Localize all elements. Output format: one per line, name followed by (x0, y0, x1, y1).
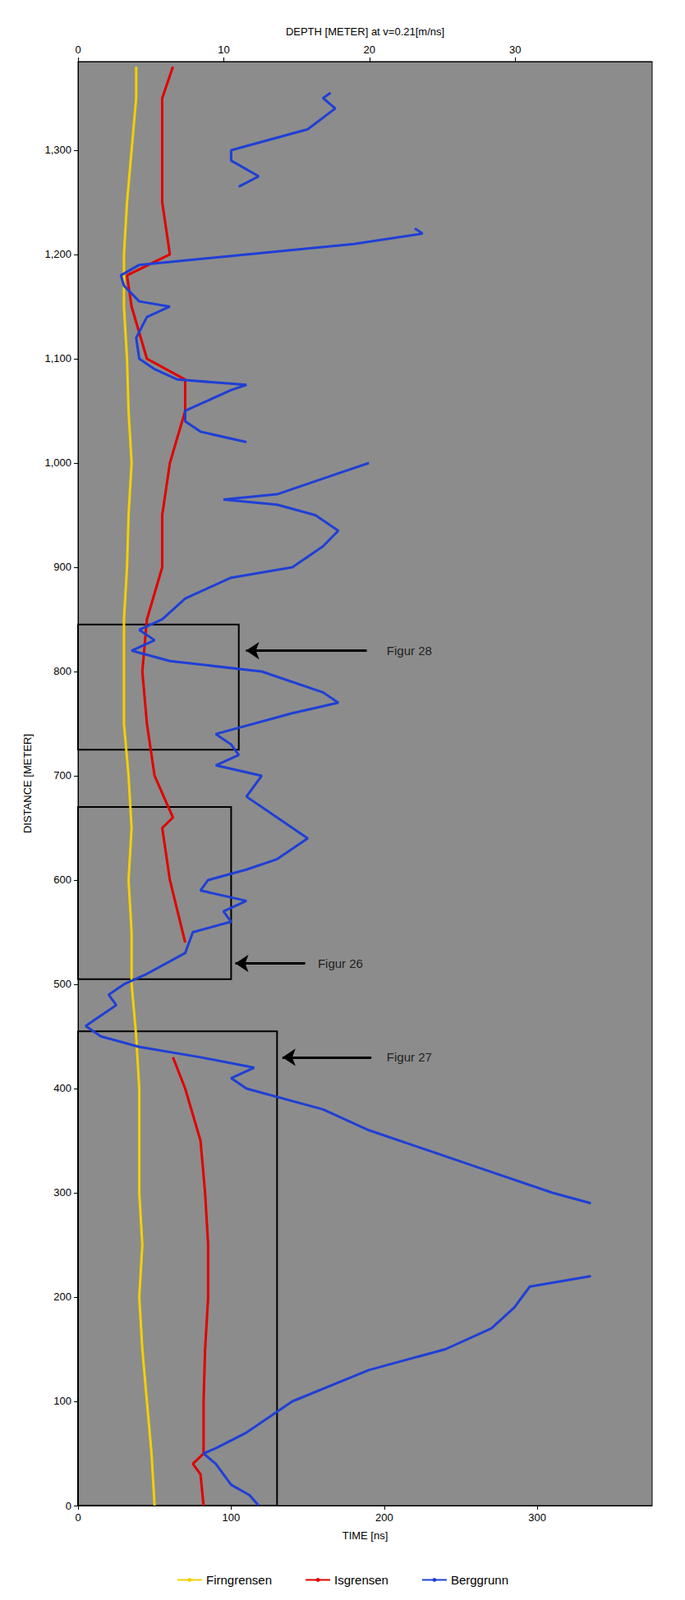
svg-text:0: 0 (65, 1500, 72, 1513)
svg-text:TIME [ns]: TIME [ns] (342, 1530, 389, 1543)
svg-text:10: 10 (217, 43, 230, 56)
svg-text:20: 20 (363, 43, 376, 56)
svg-text:600: 600 (53, 873, 72, 887)
svg-text:100: 100 (53, 1395, 72, 1408)
svg-text:DISTANCE [METER]: DISTANCE [METER] (21, 734, 34, 834)
svg-text:Isgrensen: Isgrensen (334, 1573, 389, 1588)
svg-text:1,300: 1,300 (44, 143, 72, 157)
svg-text:Figur 26: Figur 26 (317, 956, 364, 971)
svg-text:100: 100 (222, 1512, 241, 1525)
svg-text:700: 700 (53, 769, 72, 782)
svg-text:300: 300 (528, 1512, 547, 1525)
svg-text:Berggrunn: Berggrunn (450, 1573, 509, 1588)
svg-text:300: 300 (53, 1186, 72, 1200)
svg-text:30: 30 (509, 43, 521, 56)
svg-text:1,100: 1,100 (44, 352, 72, 365)
svg-text:400: 400 (53, 1082, 72, 1095)
svg-text:200: 200 (375, 1512, 394, 1525)
svg-text:200: 200 (53, 1291, 72, 1304)
svg-text:1,200: 1,200 (44, 248, 72, 261)
svg-text:0: 0 (74, 1512, 81, 1525)
svg-text:1,000: 1,000 (44, 456, 72, 469)
svg-text:Figur 27: Figur 27 (386, 1050, 433, 1065)
svg-text:Firngrensen: Firngrensen (206, 1573, 272, 1588)
svg-text:0: 0 (74, 43, 81, 56)
svg-text:500: 500 (53, 978, 72, 991)
svg-text:DEPTH [METER] at v=0.21[m/ns]: DEPTH [METER] at v=0.21[m/ns] (285, 25, 445, 38)
svg-text:Figur 28: Figur 28 (386, 643, 433, 658)
svg-text:900: 900 (53, 560, 72, 574)
svg-text:800: 800 (53, 665, 72, 678)
